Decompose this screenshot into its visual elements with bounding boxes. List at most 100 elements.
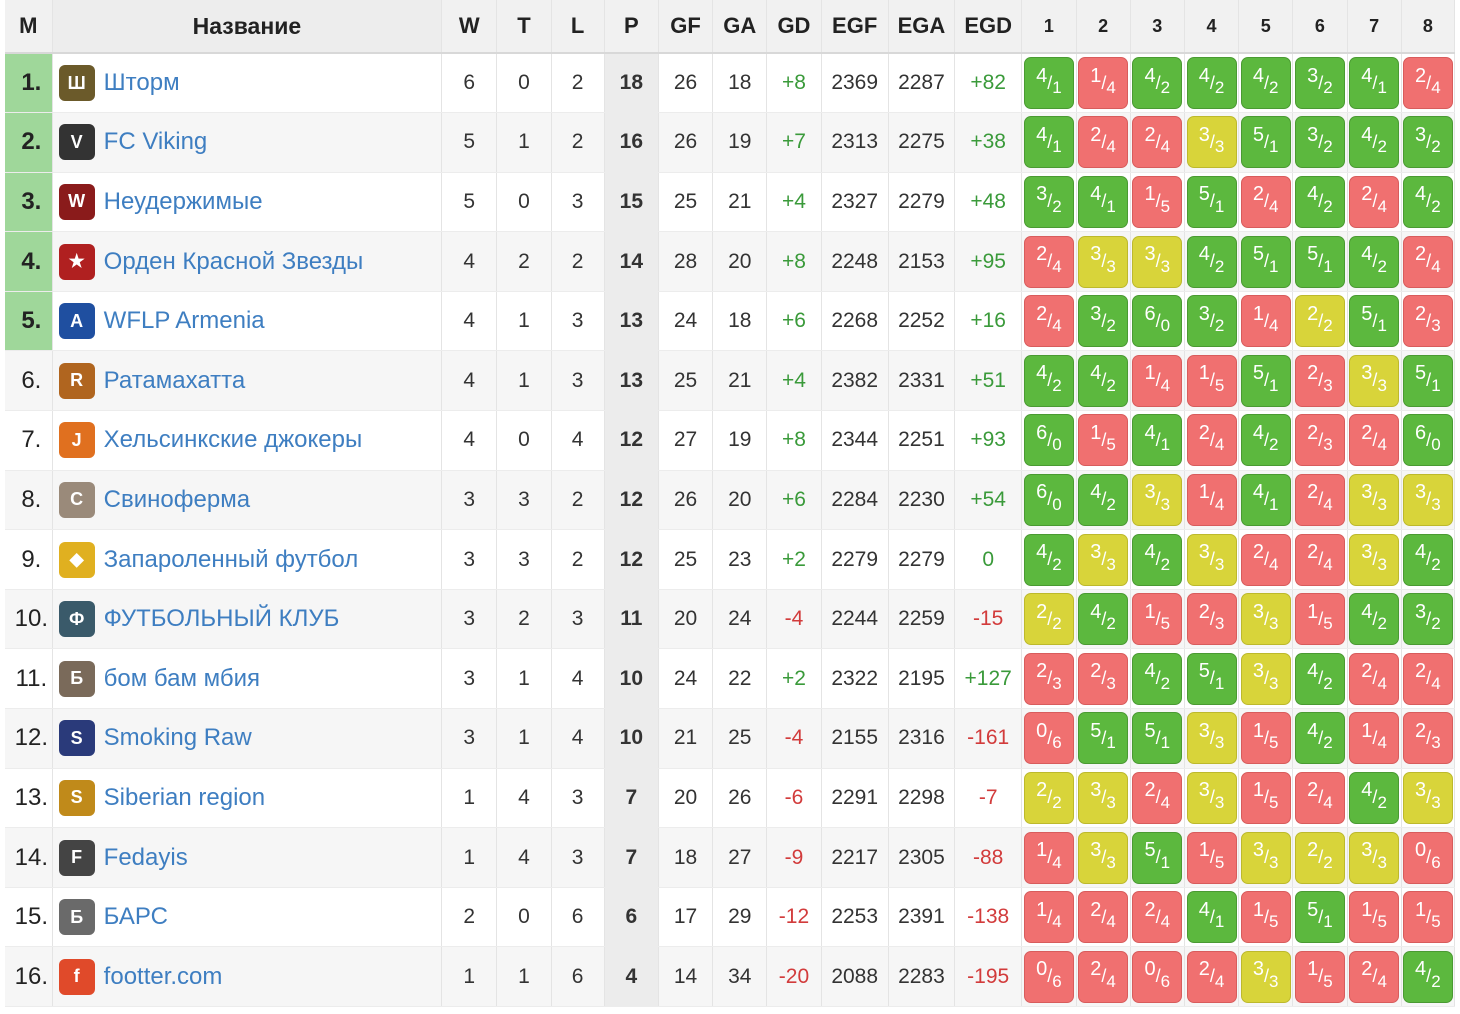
match-result-badge[interactable]: 2/4 <box>1132 116 1183 169</box>
match-result-badge[interactable]: 3/3 <box>1240 652 1291 705</box>
match-result-badge[interactable]: 2/4 <box>1402 57 1453 110</box>
col-header-ties[interactable]: T <box>496 0 552 54</box>
match-result-badge[interactable]: 1/5 <box>1294 950 1345 1003</box>
match-result-badge[interactable]: 1/4 <box>1023 831 1074 884</box>
match-result-badge[interactable]: 2/3 <box>1402 295 1453 348</box>
match-result-badge[interactable]: 5/1 <box>1132 831 1183 884</box>
match-result-badge[interactable]: 4/2 <box>1186 57 1237 110</box>
match-result-badge[interactable]: 3/3 <box>1132 473 1183 526</box>
match-result-badge[interactable]: 2/4 <box>1078 950 1129 1003</box>
match-result-badge[interactable]: 2/4 <box>1402 235 1453 288</box>
match-result-badge[interactable]: 2/3 <box>1294 354 1345 407</box>
match-result-badge[interactable]: 3/3 <box>1186 533 1237 586</box>
team-name-link[interactable]: Орден Красной Звезды <box>103 247 364 275</box>
team-name-link[interactable]: Шторм <box>103 69 180 97</box>
match-result-badge[interactable]: 2/4 <box>1186 414 1237 467</box>
footter-logo[interactable]: f <box>58 958 95 995</box>
match-result-badge[interactable]: 4/1 <box>1349 57 1400 110</box>
match-result-badge[interactable]: 2/4 <box>1294 771 1345 824</box>
match-result-badge[interactable]: 2/4 <box>1186 950 1237 1003</box>
col-header-wins[interactable]: W <box>441 0 498 54</box>
match-result-badge[interactable]: 5/1 <box>1402 354 1453 407</box>
team-name-link[interactable]: WFLP Armenia <box>103 307 265 335</box>
match-result-badge[interactable]: 1/5 <box>1078 414 1129 467</box>
match-result-badge[interactable]: 2/3 <box>1402 712 1453 765</box>
match-result-badge[interactable]: 3/3 <box>1186 116 1237 169</box>
match-result-badge[interactable]: 3/2 <box>1186 295 1237 348</box>
match-result-badge[interactable]: 4/2 <box>1349 235 1400 288</box>
team-name-link[interactable]: Siberian region <box>103 783 266 811</box>
match-result-badge[interactable]: 1/5 <box>1132 593 1183 646</box>
team-name-link[interactable]: БАРС <box>103 903 168 931</box>
match-result-badge[interactable]: 2/2 <box>1294 831 1345 884</box>
match-result-badge[interactable]: 4/2 <box>1078 354 1129 407</box>
match-result-badge[interactable]: 3/3 <box>1078 831 1129 884</box>
match-result-badge[interactable]: 3/3 <box>1078 235 1129 288</box>
jokers-logo[interactable]: J <box>58 422 95 459</box>
smoking-raw-logo[interactable]: S <box>58 720 95 757</box>
match-result-badge[interactable]: 5/1 <box>1349 295 1400 348</box>
match-result-badge[interactable]: 3/3 <box>1078 533 1129 586</box>
match-result-badge[interactable]: 6/0 <box>1402 414 1453 467</box>
match-result-badge[interactable]: 4/1 <box>1186 891 1237 944</box>
match-result-badge[interactable]: 6/0 <box>1023 473 1074 526</box>
match-result-badge[interactable]: 4/2 <box>1132 652 1183 705</box>
match-result-badge[interactable]: 4/2 <box>1294 652 1345 705</box>
col-header-position[interactable]: М <box>5 0 53 54</box>
team-name-link[interactable]: Fedayis <box>103 843 188 871</box>
bars-logo[interactable]: Б <box>58 899 95 936</box>
team-name-link[interactable]: Хельсинкские джокеры <box>103 426 363 454</box>
match-result-badge[interactable]: 4/2 <box>1078 593 1129 646</box>
match-result-badge[interactable]: 2/3 <box>1023 652 1074 705</box>
match-result-badge[interactable]: 3/3 <box>1349 473 1400 526</box>
team-name-link[interactable]: Ратамахатта <box>103 366 246 394</box>
match-result-badge[interactable]: 2/4 <box>1349 414 1400 467</box>
password-logo[interactable]: ◆ <box>58 541 95 578</box>
col-header-losses[interactable]: L <box>551 0 605 54</box>
col-header-egf[interactable]: EGF <box>821 0 889 54</box>
match-result-badge[interactable]: 4/2 <box>1132 57 1183 110</box>
storm-logo[interactable]: Ш <box>58 65 95 102</box>
match-result-badge[interactable]: 2/4 <box>1078 116 1129 169</box>
fedayis-logo[interactable]: F <box>58 839 95 876</box>
ratamahatta-logo[interactable]: R <box>58 362 95 399</box>
team-name-link[interactable]: Свиноферма <box>103 485 251 513</box>
col-header-round-4[interactable]: 4 <box>1184 0 1240 54</box>
match-result-badge[interactable]: 2/4 <box>1294 473 1345 526</box>
match-result-badge[interactable]: 3/3 <box>1132 235 1183 288</box>
match-result-badge[interactable]: 5/1 <box>1294 891 1345 944</box>
match-result-badge[interactable]: 1/5 <box>1240 771 1291 824</box>
match-result-badge[interactable]: 3/3 <box>1078 771 1129 824</box>
match-result-badge[interactable]: 2/4 <box>1349 175 1400 228</box>
match-result-badge[interactable]: 5/1 <box>1240 235 1291 288</box>
match-result-badge[interactable]: 1/5 <box>1240 891 1291 944</box>
match-result-badge[interactable]: 2/2 <box>1023 593 1074 646</box>
match-result-badge[interactable]: 1/5 <box>1294 593 1345 646</box>
match-result-badge[interactable]: 4/2 <box>1023 533 1074 586</box>
match-result-badge[interactable]: 1/4 <box>1186 473 1237 526</box>
match-result-badge[interactable]: 4/2 <box>1078 473 1129 526</box>
match-result-badge[interactable]: 2/2 <box>1294 295 1345 348</box>
match-result-badge[interactable]: 4/1 <box>1023 57 1074 110</box>
col-header-egd[interactable]: EGD <box>954 0 1023 54</box>
match-result-badge[interactable]: 1/5 <box>1186 354 1237 407</box>
col-header-ega[interactable]: EGA <box>888 0 956 54</box>
team-name-link[interactable]: footter.com <box>103 962 223 990</box>
col-header-goal-diff[interactable]: GD <box>766 0 822 54</box>
match-result-badge[interactable]: 4/2 <box>1402 533 1453 586</box>
wings-logo[interactable]: W <box>58 183 95 220</box>
match-result-badge[interactable]: 4/1 <box>1132 414 1183 467</box>
match-result-badge[interactable]: 4/2 <box>1023 354 1074 407</box>
match-result-badge[interactable]: 3/2 <box>1023 175 1074 228</box>
match-result-badge[interactable]: 2/4 <box>1240 175 1291 228</box>
match-result-badge[interactable]: 1/4 <box>1240 295 1291 348</box>
match-result-badge[interactable]: 4/2 <box>1402 950 1453 1003</box>
col-header-round-8[interactable]: 8 <box>1401 0 1456 54</box>
match-result-badge[interactable]: 4/2 <box>1349 116 1400 169</box>
match-result-badge[interactable]: 0/6 <box>1402 831 1453 884</box>
match-result-badge[interactable]: 0/6 <box>1132 950 1183 1003</box>
match-result-badge[interactable]: 1/5 <box>1132 175 1183 228</box>
bom-bam-logo[interactable]: Б <box>58 660 95 697</box>
match-result-badge[interactable]: 2/4 <box>1023 235 1074 288</box>
match-result-badge[interactable]: 1/5 <box>1186 831 1237 884</box>
